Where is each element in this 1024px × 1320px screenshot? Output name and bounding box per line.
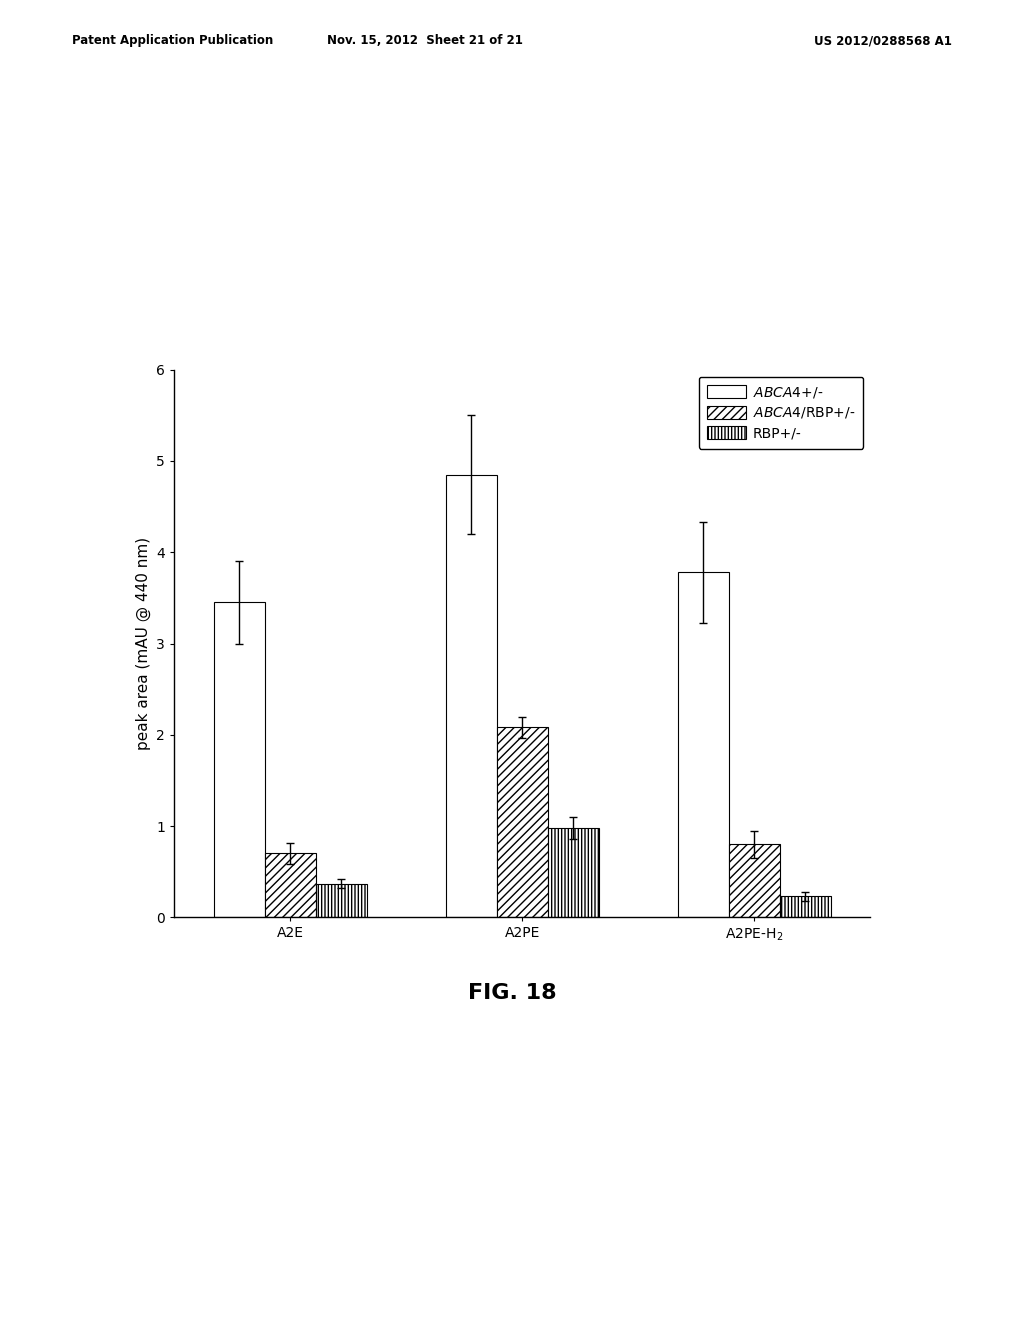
Bar bbox=[678, 573, 729, 917]
Bar bbox=[497, 727, 548, 917]
Text: Nov. 15, 2012  Sheet 21 of 21: Nov. 15, 2012 Sheet 21 of 21 bbox=[327, 34, 523, 48]
Text: US 2012/0288568 A1: US 2012/0288568 A1 bbox=[814, 34, 952, 48]
Text: FIG. 18: FIG. 18 bbox=[468, 983, 556, 1003]
Y-axis label: peak area (mAU @ 440 nm): peak area (mAU @ 440 nm) bbox=[135, 537, 151, 750]
Bar bbox=[548, 828, 599, 917]
Text: Patent Application Publication: Patent Application Publication bbox=[72, 34, 273, 48]
Bar bbox=[214, 602, 264, 917]
Bar bbox=[315, 883, 367, 917]
Bar bbox=[445, 475, 497, 917]
Bar bbox=[780, 896, 830, 917]
Bar bbox=[729, 845, 780, 917]
Legend: $\it{ABCA4}$+/-, $\it{ABCA4}$/RBP+/-, RBP+/-: $\it{ABCA4}$+/-, $\it{ABCA4}$/RBP+/-, RB… bbox=[698, 376, 863, 449]
Bar bbox=[264, 854, 315, 917]
